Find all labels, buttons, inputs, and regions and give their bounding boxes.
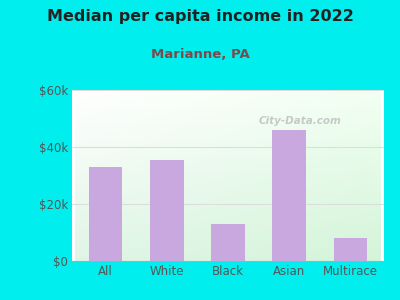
Bar xyxy=(334,238,367,261)
Text: City-Data.com: City-Data.com xyxy=(258,116,341,126)
Bar xyxy=(89,167,122,261)
Text: Marianne, PA: Marianne, PA xyxy=(151,48,249,61)
Bar xyxy=(150,160,184,261)
Bar xyxy=(272,130,306,261)
Bar xyxy=(211,224,245,261)
Text: Median per capita income in 2022: Median per capita income in 2022 xyxy=(46,9,354,24)
